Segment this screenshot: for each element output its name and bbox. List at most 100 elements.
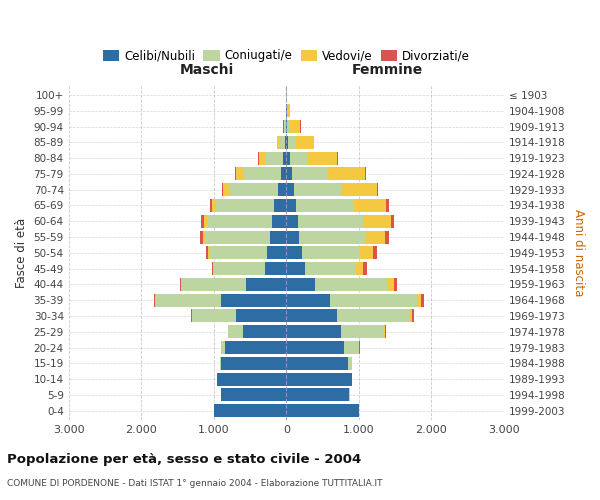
Bar <box>412 310 414 322</box>
Bar <box>421 294 424 306</box>
Bar <box>265 152 283 164</box>
Bar <box>289 136 296 149</box>
Bar <box>286 230 299 243</box>
Bar <box>341 326 384 338</box>
Bar <box>228 326 243 338</box>
Bar <box>216 199 274 212</box>
Y-axis label: Anni di nascita: Anni di nascita <box>572 209 585 296</box>
Bar <box>268 246 286 260</box>
Bar <box>337 152 338 164</box>
Text: Femmine: Femmine <box>352 63 424 77</box>
Bar <box>394 278 397 291</box>
Bar <box>377 183 379 196</box>
Bar <box>330 294 417 306</box>
Bar <box>192 310 236 322</box>
Bar <box>236 310 286 322</box>
Bar <box>286 199 296 212</box>
Bar <box>247 278 286 291</box>
Bar <box>341 183 377 196</box>
Bar <box>203 230 205 243</box>
Bar <box>286 246 302 260</box>
Bar <box>296 199 354 212</box>
Bar <box>305 262 356 275</box>
Bar <box>286 310 337 322</box>
Bar <box>224 341 286 354</box>
Bar <box>243 326 286 338</box>
Bar <box>286 215 298 228</box>
Bar <box>286 168 292 180</box>
Bar <box>386 199 389 212</box>
Bar <box>286 357 348 370</box>
Bar <box>286 404 359 417</box>
Text: Maschi: Maschi <box>179 63 233 77</box>
Bar <box>221 357 286 370</box>
Bar <box>286 388 349 402</box>
Bar <box>391 215 394 228</box>
Bar <box>281 168 286 180</box>
Bar <box>209 246 268 260</box>
Bar <box>220 357 221 370</box>
Bar <box>191 310 192 322</box>
Bar <box>363 262 367 275</box>
Bar <box>221 341 224 354</box>
Bar <box>385 230 389 243</box>
Bar <box>156 294 221 306</box>
Bar <box>286 183 293 196</box>
Bar <box>221 294 286 306</box>
Bar <box>328 168 365 180</box>
Bar <box>385 326 386 338</box>
Bar <box>337 310 410 322</box>
Bar <box>356 262 363 275</box>
Bar <box>212 262 213 275</box>
Bar <box>181 278 247 291</box>
Text: Popolazione per età, sesso e stato civile - 2004: Popolazione per età, sesso e stato civil… <box>7 452 361 466</box>
Bar <box>296 136 314 149</box>
Bar <box>287 104 290 117</box>
Bar <box>244 168 281 180</box>
Bar <box>292 168 328 180</box>
Bar <box>222 183 223 196</box>
Bar <box>287 120 290 133</box>
Bar <box>286 326 341 338</box>
Bar <box>286 372 352 386</box>
Bar <box>217 372 286 386</box>
Bar <box>388 278 394 291</box>
Bar <box>298 215 363 228</box>
Bar <box>373 246 377 260</box>
Bar <box>316 278 388 291</box>
Text: COMUNE DI PORDENONE - Dati ISTAT 1° gennaio 2004 - Elaborazione TUTTITALIA.IT: COMUNE DI PORDENONE - Dati ISTAT 1° genn… <box>7 479 383 488</box>
Bar <box>410 310 412 322</box>
Bar <box>154 294 155 306</box>
Bar <box>290 152 308 164</box>
Bar <box>212 199 216 212</box>
Bar <box>285 136 286 149</box>
Bar <box>293 183 341 196</box>
Bar <box>286 120 287 133</box>
Bar <box>206 215 272 228</box>
Bar <box>365 168 366 180</box>
Bar <box>265 262 286 275</box>
Bar <box>286 278 316 291</box>
Bar <box>236 168 244 180</box>
Bar <box>299 230 365 243</box>
Bar <box>203 215 206 228</box>
Bar <box>210 199 212 212</box>
Bar <box>205 230 271 243</box>
Bar <box>286 136 289 149</box>
Bar <box>213 262 214 275</box>
Y-axis label: Fasce di età: Fasce di età <box>15 218 28 288</box>
Bar <box>235 168 236 180</box>
Bar <box>283 152 286 164</box>
Bar <box>206 246 208 260</box>
Bar <box>286 341 344 354</box>
Bar <box>308 152 337 164</box>
Bar <box>180 278 181 291</box>
Bar <box>200 230 203 243</box>
Bar <box>214 262 265 275</box>
Bar <box>344 341 359 354</box>
Bar <box>202 215 203 228</box>
Bar <box>221 388 286 402</box>
Legend: Celibi/Nubili, Coniugati/e, Vedovi/e, Divorziati/e: Celibi/Nubili, Coniugati/e, Vedovi/e, Di… <box>98 44 475 67</box>
Bar <box>286 262 305 275</box>
Bar <box>384 326 385 338</box>
